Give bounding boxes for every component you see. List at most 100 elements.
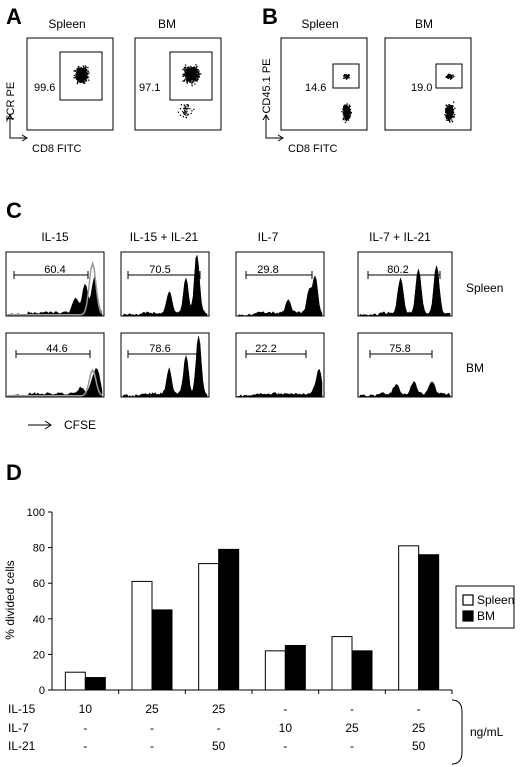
scatter-dot [85, 80, 87, 82]
scatter-dot [344, 110, 346, 112]
scatter-dot [452, 76, 454, 78]
scatter-dot [82, 69, 84, 71]
scatter-dot [343, 112, 345, 114]
scatter-dot [191, 70, 193, 72]
scatter-dot [188, 71, 191, 73]
scatter-dot [453, 101, 455, 103]
scatter-dot [193, 69, 195, 71]
scatter-dot [185, 106, 187, 108]
scatter-dot [197, 72, 200, 74]
scatter-dot [196, 65, 198, 67]
scatter-dot [342, 113, 344, 115]
scatter-dot [196, 69, 198, 71]
scatter-dot [348, 109, 351, 112]
scatter-dot [452, 115, 454, 117]
scatter-dot [80, 73, 82, 75]
scatter-dot [449, 112, 451, 114]
panel-a-dots-bm [177, 64, 202, 119]
scatter-dot [448, 113, 450, 115]
scatter-dot [78, 67, 80, 69]
scatter-dot [87, 73, 89, 75]
panel-b-letter: B [262, 4, 278, 29]
scatter-dot [346, 113, 348, 116]
scatter-dot [447, 116, 450, 118]
scatter-dot [451, 109, 453, 111]
panel-c-col-2: IL-15 + IL-21 [130, 230, 199, 244]
scatter-dot [191, 110, 193, 112]
scatter-dot [84, 75, 86, 77]
scatter-dot [76, 82, 79, 84]
scatter-dot [193, 75, 195, 78]
scatter-dot [344, 114, 347, 116]
bar-bm-3 [218, 548, 240, 691]
scatter-dot [186, 110, 188, 112]
scatter-dot [196, 75, 199, 77]
scatter-dot [190, 79, 192, 81]
histogram-fill [7, 368, 103, 398]
scatter-dot [80, 79, 82, 82]
scatter-dot [184, 106, 186, 108]
scatter-dot [448, 117, 451, 119]
scatter-dot [184, 78, 186, 81]
condition-value: - [350, 739, 354, 753]
scatter-dot [81, 70, 83, 73]
scatter-dot [184, 67, 187, 69]
scatter-dot [344, 104, 346, 106]
scatter-dot [194, 71, 197, 73]
scatter-dot [75, 73, 78, 76]
scatter-dot [77, 75, 79, 78]
scatter-dot [184, 106, 186, 109]
scatter-dot [191, 81, 193, 84]
y-tick-label: 0 [39, 685, 45, 697]
scatter-dot [81, 69, 83, 71]
scatter-dot [74, 69, 76, 72]
scatter-dot [80, 79, 82, 81]
scatter-dot [192, 79, 194, 81]
scatter-dot [444, 107, 447, 110]
scatter-dot [79, 70, 81, 72]
scatter-dot [447, 118, 449, 120]
scatter-dot [342, 118, 344, 121]
scatter-dot [186, 75, 188, 77]
panel-d-bracket [451, 699, 463, 765]
panel-c-col-4: IL-7 + IL-21 [369, 230, 431, 244]
scatter-dot [187, 79, 189, 81]
scatter-dot [81, 68, 83, 70]
scatter-dot [448, 117, 450, 119]
scatter-dot [183, 73, 185, 75]
scatter-dot [177, 111, 179, 113]
scatter-dot [184, 79, 186, 82]
scatter-dot [84, 82, 86, 84]
scatter-dot [347, 117, 349, 120]
scatter-dot [345, 111, 347, 113]
scatter-dot [190, 112, 192, 115]
scatter-dot [83, 82, 85, 84]
scatter-dot [452, 111, 454, 113]
panel-c-value-r1c1: 60.4 [44, 264, 65, 276]
scatter-dot [346, 103, 348, 105]
scatter-dot [191, 75, 193, 77]
bar-spleen-6 [398, 545, 420, 691]
scatter-dot [345, 106, 347, 108]
scatter-dot [347, 108, 349, 110]
panel-b-value-spleen: 14.6 [305, 82, 326, 94]
panel-d-legend: Spleen BM [455, 585, 515, 629]
scatter-dot [187, 72, 190, 74]
scatter-dot [190, 70, 193, 72]
bar-spleen-1 [64, 671, 86, 691]
panel-a-gate-spleen [59, 51, 103, 101]
scatter-dot [85, 76, 87, 78]
scatter-dot [188, 76, 190, 79]
scatter-dot [84, 70, 86, 73]
scatter-dot [184, 70, 186, 73]
scatter-dot [452, 105, 454, 107]
scatter-dot [445, 76, 448, 78]
histogram-fill [122, 336, 208, 398]
scatter-dot [449, 74, 451, 76]
scatter-dot [187, 68, 189, 70]
panel-c-row-spleen: Spleen [466, 281, 503, 295]
scatter-dot [76, 72, 78, 74]
histogram-gate-bracket [13, 271, 89, 279]
bar-bm-4 [284, 645, 306, 691]
scatter-dot [445, 104, 447, 106]
